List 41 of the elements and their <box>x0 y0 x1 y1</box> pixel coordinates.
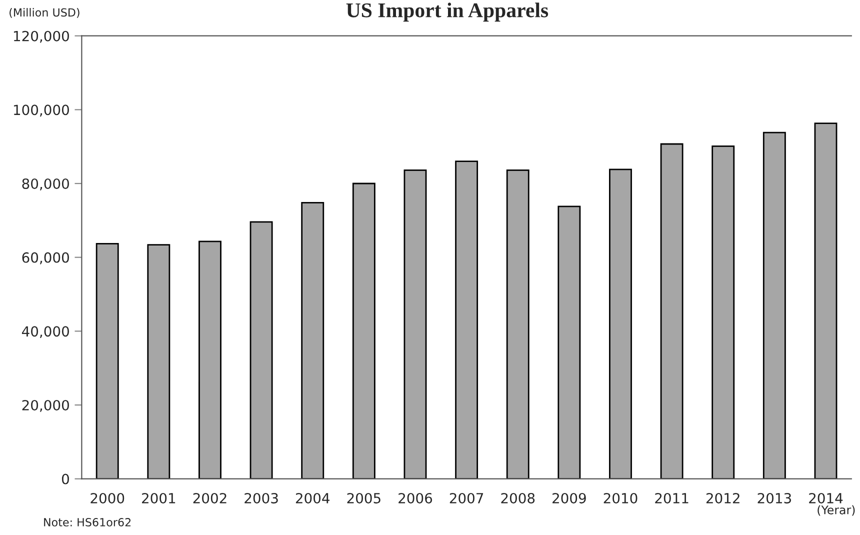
text: Note: HS61or62 <box>44 518 131 526</box>
bar <box>198 240 222 479</box>
x-tick-label: 2010 <box>604 492 638 504</box>
x-tick-label: 2014 <box>809 492 843 504</box>
bar <box>250 221 273 479</box>
x-tick-label: 2007 <box>450 492 484 504</box>
y-tick-label: 80,000 <box>22 178 69 190</box>
bar <box>455 160 478 479</box>
bar <box>609 168 632 479</box>
bar <box>712 146 735 479</box>
chart-title: US Import in Apparels <box>346 2 548 22</box>
bar <box>404 170 427 479</box>
y-tick-label: 60,000 <box>22 252 69 264</box>
y-tick-label: 0 <box>62 474 69 484</box>
x-tick-label: 2002 <box>193 492 226 504</box>
bar <box>96 242 119 479</box>
x-tick-label: 2005 <box>347 492 380 504</box>
x-tick-label: 2004 <box>296 492 330 504</box>
x-tick-label: 2009 <box>552 492 586 504</box>
x-tick-label: 2000 <box>90 492 124 504</box>
bar <box>558 206 581 479</box>
y-axis-title: (Million USD) <box>10 8 80 18</box>
bar <box>506 170 530 479</box>
x-tick-label: 2011 <box>655 492 688 504</box>
x-tick-label: 2006 <box>398 492 432 504</box>
x-tick-label: 2003 <box>244 492 278 504</box>
bar <box>660 143 684 479</box>
x-tick-label: 2013 <box>758 492 791 504</box>
bar <box>814 122 838 479</box>
bar <box>762 132 786 479</box>
x-axis-title: (Yerar) <box>818 505 855 516</box>
y-tick-label: 40,000 <box>22 326 69 338</box>
bar <box>147 244 170 479</box>
y-tick-label: 120,000 <box>14 30 69 43</box>
y-tick-label: 100,000 <box>14 104 69 117</box>
x-tick-label: 2008 <box>501 492 535 504</box>
x-tick-label: 2012 <box>706 492 740 504</box>
x-tick-label: 2001 <box>142 492 176 504</box>
y-tick-label: 20,000 <box>22 400 69 412</box>
bar <box>301 202 324 479</box>
bar <box>352 182 376 479</box>
